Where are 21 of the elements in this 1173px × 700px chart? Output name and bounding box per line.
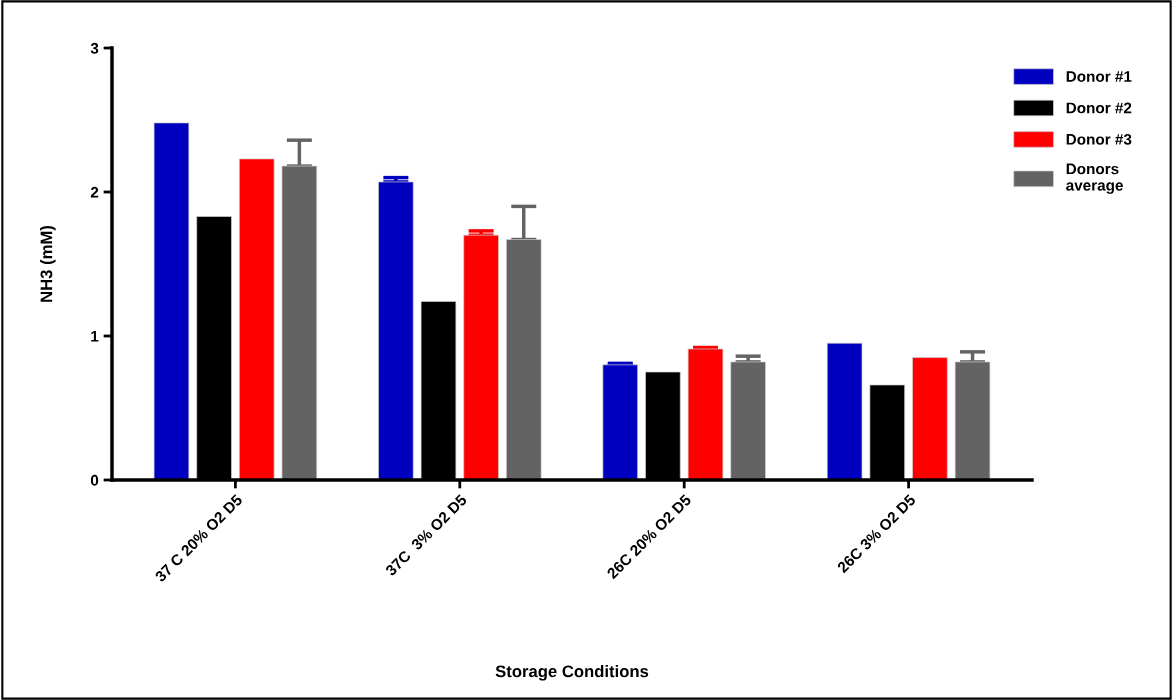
bar: [687, 348, 724, 480]
bar: [378, 181, 414, 480]
bar: [463, 234, 499, 480]
bar: [826, 342, 863, 480]
x-tick-label: 37C 3% O2 D5: [384, 493, 468, 577]
y-tick-label: 1: [91, 331, 99, 342]
legend-label: Donor #2: [1066, 102, 1132, 114]
y-tick-label: 2: [90, 186, 99, 198]
bar: [153, 122, 190, 480]
y-axis-title: NH3 (mM): [40, 225, 56, 302]
x-tick-label: 26C 3% O2 D5: [836, 493, 917, 574]
legend-label: Donor #3: [1066, 133, 1132, 145]
bar: [238, 158, 275, 480]
bar: [602, 364, 638, 480]
bar: [730, 361, 766, 480]
legend-label: Donor #1: [1066, 71, 1132, 82]
legend-label: Donors average: [1066, 163, 1123, 194]
x-axis-title: Storage Conditions: [495, 665, 649, 681]
bar: [912, 357, 948, 480]
y-tick-label: 0: [90, 474, 99, 486]
y-tick-label: 3: [90, 42, 99, 54]
